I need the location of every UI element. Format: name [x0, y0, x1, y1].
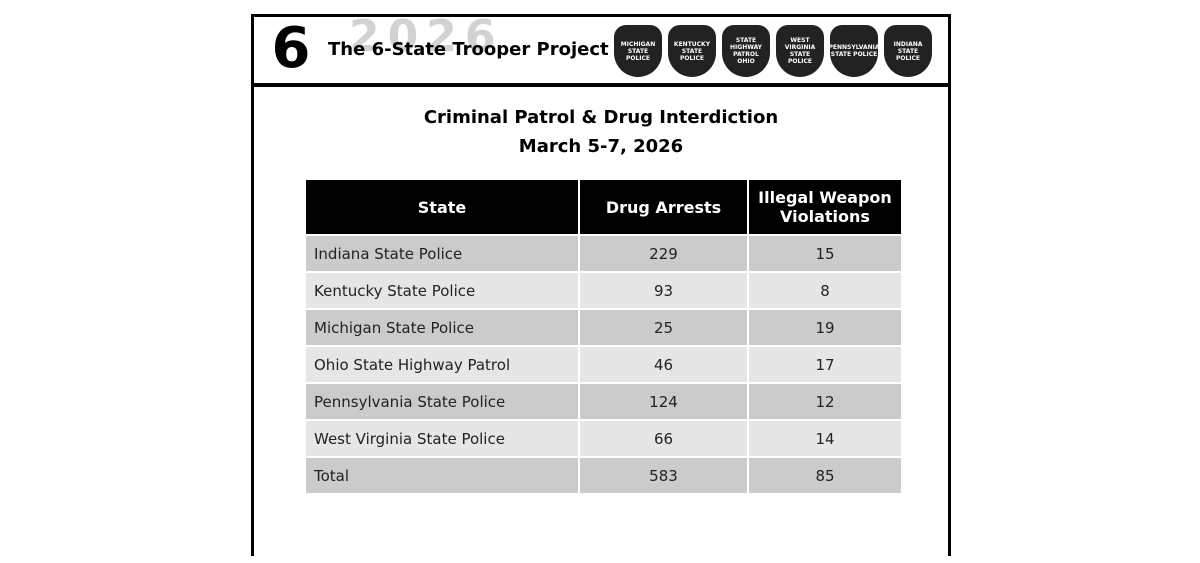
table-cell: Pennsylvania State Police — [306, 384, 578, 419]
table-cell: 583 — [580, 458, 747, 493]
table-cell: 46 — [580, 347, 747, 382]
table-cell: West Virginia State Police — [306, 421, 578, 456]
table-cell: Ohio State Highway Patrol — [306, 347, 578, 382]
table-cell: 14 — [749, 421, 901, 456]
table-cell: 12 — [749, 384, 901, 419]
column-header: State — [306, 180, 578, 234]
report-subtitle: March 5-7, 2026 — [518, 136, 684, 157]
year-watermark: 2026 — [349, 11, 504, 62]
badge: WEST VIRGINIA STATE POLICE — [776, 25, 824, 77]
table-cell: 229 — [580, 236, 747, 271]
badge: MICHIGAN STATE POLICE — [614, 25, 662, 77]
table-row: West Virginia State Police 66 14 — [306, 421, 901, 456]
table-cell: 17 — [749, 347, 901, 382]
header: 6 2026 The 6-State Trooper Project MICHI… — [254, 11, 948, 87]
table-row: Total 583 85 — [306, 458, 901, 493]
table-cell: 124 — [580, 384, 747, 419]
table-cell: 19 — [749, 310, 901, 345]
column-header: Drug Arrests — [580, 180, 747, 234]
badge: PENNSYLVANIA STATE POLICE — [829, 25, 880, 77]
table-cell: Total — [306, 458, 578, 493]
document-frame: 6 2026 The 6-State Trooper Project MICHI… — [251, 11, 951, 556]
table-cell: 25 — [580, 310, 747, 345]
table-row: Pennsylvania State Police 124 12 — [306, 384, 901, 419]
badge: KENTUCKY STATE POLICE — [668, 25, 716, 77]
header-row: State Drug Arrests Illegal Weapon Violatio… — [306, 180, 901, 234]
table: State Drug Arrests Illegal Weapon Violatio… — [304, 178, 903, 495]
table-row: Indiana State Police 229 15 — [306, 236, 901, 271]
logo: 6 — [271, 16, 311, 81]
table-cell: Kentucky State Police — [306, 273, 578, 308]
table-row: Ohio State Highway Patrol 46 17 — [306, 347, 901, 382]
table-body: Indiana State Police 229 15 Kentucky State … — [306, 236, 901, 493]
table-cell: 15 — [749, 236, 901, 271]
report-title: Criminal Patrol & Drug Interdiction — [423, 107, 779, 128]
table-cell: Michigan State Police — [306, 310, 578, 345]
table-row: Michigan State Police 25 19 — [306, 310, 901, 345]
badge: INDIANA STATE POLICE — [884, 25, 932, 77]
header-title: The 6-State Trooper Project — [328, 39, 609, 60]
table-cell: Indiana State Police — [306, 236, 578, 271]
badge: STATE HIGHWAY PATROL OHIO — [722, 25, 770, 77]
table-cell: 8 — [749, 273, 901, 308]
table-row: Kentucky State Police 93 8 — [306, 273, 901, 308]
column-header: Illegal Weapon Violations — [749, 180, 901, 234]
table-cell: 93 — [580, 273, 747, 308]
badges: MICHIGAN STATE POLICE KENTUCKY STATE POLI… — [614, 25, 932, 77]
table-cell: 85 — [749, 458, 901, 493]
table-cell: 66 — [580, 421, 747, 456]
